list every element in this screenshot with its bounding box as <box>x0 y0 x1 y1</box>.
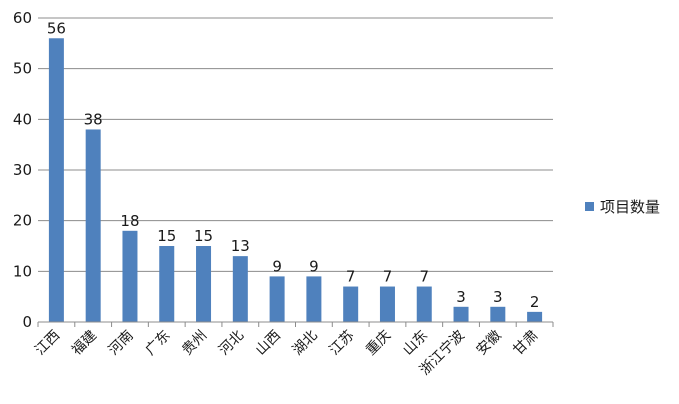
data-labels: 56 38 18 15 15 13 9 9 7 7 7 3 3 2 <box>47 19 540 311</box>
y-tick-label: 10 <box>13 262 32 280</box>
bar <box>379 286 395 322</box>
bar <box>453 306 469 322</box>
x-tick-label: 安徽 <box>474 328 505 359</box>
data-label: 9 <box>309 257 319 275</box>
data-label: 13 <box>231 237 250 255</box>
legend: 项目数量 <box>585 198 660 216</box>
data-label: 3 <box>456 288 466 306</box>
x-tick-label: 贵州 <box>179 328 210 359</box>
bar <box>416 286 432 322</box>
bar <box>527 311 543 322</box>
bar <box>196 246 212 322</box>
data-label: 7 <box>419 268 429 286</box>
data-label: 2 <box>530 293 540 311</box>
data-label: 18 <box>120 212 139 230</box>
data-label: 15 <box>194 227 213 245</box>
data-label: 15 <box>157 227 176 245</box>
x-tick-label: 山西 <box>253 328 284 359</box>
data-label: 7 <box>346 268 356 286</box>
y-tick-label: 50 <box>13 60 32 78</box>
bar <box>122 230 138 322</box>
bar <box>490 306 506 322</box>
legend-swatch <box>585 202 594 211</box>
y-tick-label: 40 <box>13 110 32 128</box>
x-tick-label: 江苏 <box>326 328 357 359</box>
x-tick-label: 福建 <box>69 328 100 359</box>
x-tick-label: 甘肃 <box>510 328 541 359</box>
x-tick-label: 河南 <box>106 328 137 359</box>
y-tick-label: 0 <box>22 313 32 331</box>
data-label: 3 <box>493 288 503 306</box>
y-tick-label: 30 <box>13 161 32 179</box>
legend-label: 项目数量 <box>600 198 660 216</box>
bars <box>48 38 543 323</box>
bar <box>343 286 359 322</box>
x-tick-label: 湖北 <box>290 328 321 359</box>
axes <box>37 321 554 327</box>
x-tick-label: 江西 <box>32 328 63 359</box>
bar <box>232 256 248 322</box>
bar <box>306 276 322 322</box>
bar <box>159 246 175 322</box>
bar <box>269 276 285 322</box>
x-tick-label: 重庆 <box>363 328 394 359</box>
x-tick-label: 广东 <box>142 328 173 359</box>
y-tick-label: 60 <box>13 9 32 27</box>
grid-lines <box>38 17 553 272</box>
data-label: 38 <box>84 110 103 128</box>
y-tick-label: 20 <box>13 212 32 230</box>
data-label: 9 <box>272 257 282 275</box>
bar <box>85 129 101 322</box>
data-label: 56 <box>47 19 66 37</box>
bar <box>48 38 64 323</box>
x-tick-label: 河北 <box>216 328 247 359</box>
x-tick-label: 山东 <box>400 328 431 359</box>
data-label: 7 <box>383 268 393 286</box>
